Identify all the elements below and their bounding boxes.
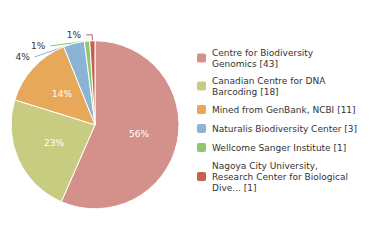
svg-text:56%: 56% — [129, 129, 149, 139]
svg-text:Barcoding [18]: Barcoding [18] — [212, 87, 279, 97]
svg-text:Mined from GenBank, NCBI [11]: Mined from GenBank, NCBI [11] — [212, 105, 356, 115]
svg-text:23%: 23% — [44, 138, 64, 148]
svg-text:4%: 4% — [15, 52, 30, 62]
svg-text:1%: 1% — [31, 41, 46, 51]
svg-text:Research Center for Biological: Research Center for Biological — [212, 172, 348, 182]
svg-text:1%: 1% — [67, 30, 82, 40]
svg-text:Genomics [43]: Genomics [43] — [212, 59, 278, 69]
svg-text:14%: 14% — [52, 89, 72, 99]
svg-text:Canadian Centre for DNA: Canadian Centre for DNA — [212, 76, 326, 86]
svg-text:Wellcome Sanger Institute [1]: Wellcome Sanger Institute [1] — [212, 143, 346, 153]
svg-text:Dive... [1]: Dive... [1] — [212, 183, 257, 193]
svg-text:Naturalis Biodiversity Center: Naturalis Biodiversity Center [3] — [212, 124, 357, 134]
svg-text:Centre for Biodiversity: Centre for Biodiversity — [212, 48, 314, 58]
svg-text:Nagoya City University,: Nagoya City University, — [212, 161, 318, 171]
